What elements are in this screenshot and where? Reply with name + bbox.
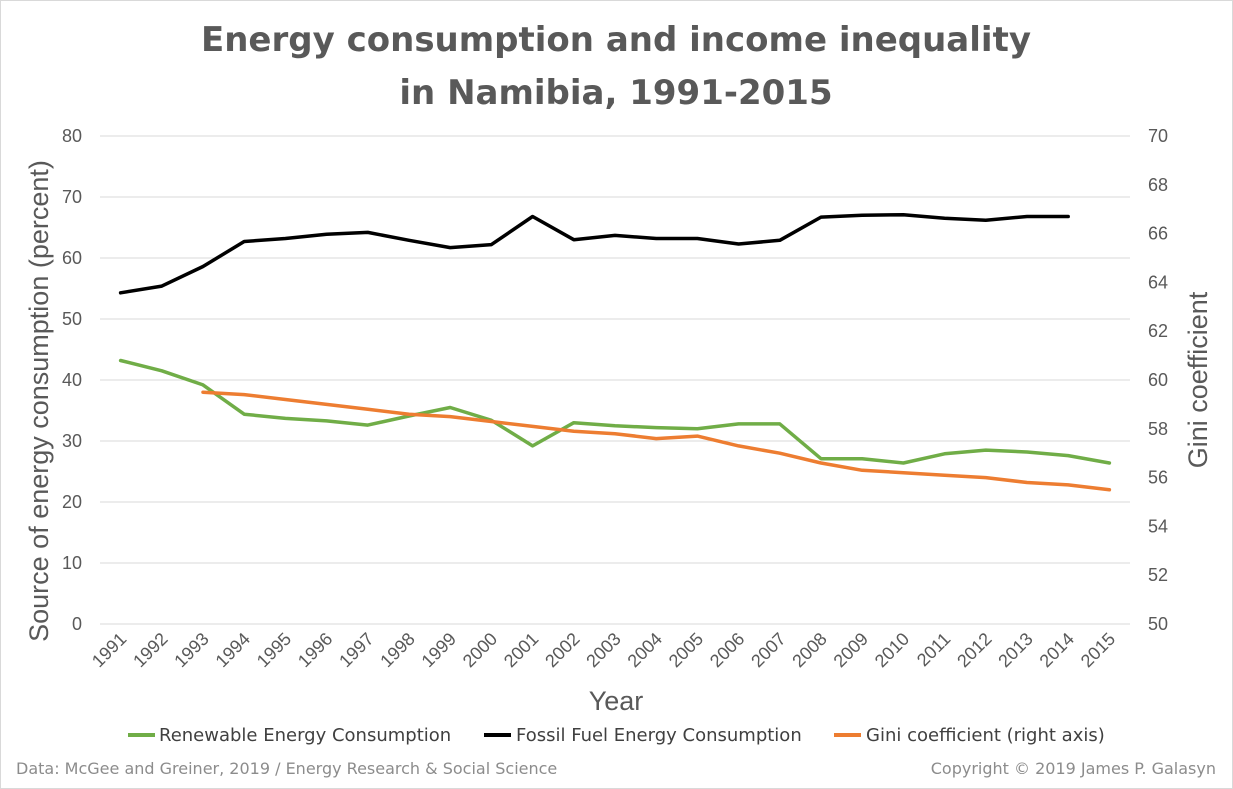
x-axis-label: Year bbox=[589, 686, 644, 716]
x-tick-label-2015: 2015 bbox=[1077, 629, 1119, 671]
y-tick-label-60: 60 bbox=[62, 248, 82, 268]
x-tick-label-2012: 2012 bbox=[953, 629, 995, 671]
x-tick-label-2011: 2011 bbox=[913, 629, 955, 671]
x-tick-label-2006: 2006 bbox=[706, 629, 748, 671]
y-axis-right-ticks: 50 52 54 56 58 60 62 64 66 68 70 bbox=[1148, 126, 1168, 634]
series-line-gini-coefficient-right-axis bbox=[201, 390, 1112, 492]
x-tick-label-2009: 2009 bbox=[830, 629, 872, 671]
y2-tick-label-64: 64 bbox=[1148, 272, 1168, 292]
y-tick-label-30: 30 bbox=[62, 431, 82, 451]
x-tick-label-1998: 1998 bbox=[376, 629, 418, 671]
y-tick-label-50: 50 bbox=[62, 309, 82, 329]
legend-label-fossil: Fossil Fuel Energy Consumption bbox=[516, 725, 802, 746]
legend-label-gini: Gini coefficient (right axis) bbox=[866, 725, 1105, 746]
x-tick-label-1994: 1994 bbox=[212, 629, 254, 671]
y2-tick-label-52: 52 bbox=[1148, 565, 1168, 585]
legend: Renewable Energy Consumption Fossil Fuel… bbox=[128, 725, 1105, 746]
x-tick-label-2010: 2010 bbox=[871, 629, 913, 671]
x-tick-label-2004: 2004 bbox=[624, 629, 666, 671]
series-line-fossil-fuel-energy-consumption bbox=[118, 212, 1070, 295]
x-tick-label-2002: 2002 bbox=[541, 629, 583, 671]
y2-tick-label-58: 58 bbox=[1148, 419, 1168, 439]
x-tick-label-2007: 2007 bbox=[747, 629, 789, 671]
legend-label-renewable: Renewable Energy Consumption bbox=[159, 725, 451, 746]
y2-tick-label-70: 70 bbox=[1148, 126, 1168, 146]
x-tick-label-1991: 1991 bbox=[88, 629, 130, 671]
x-tick-label-1997: 1997 bbox=[335, 629, 377, 671]
y-tick-label-0: 0 bbox=[72, 614, 82, 634]
x-tick-label-2014: 2014 bbox=[1036, 629, 1078, 671]
x-tick-label-1996: 1996 bbox=[294, 629, 336, 671]
x-axis-ticks: 1991199219931994199519961997199819992000… bbox=[88, 629, 1119, 671]
x-tick-label-2008: 2008 bbox=[788, 629, 830, 671]
data-source-note: Data: McGee and Greiner, 2019 / Energy R… bbox=[16, 759, 557, 778]
chart-title-line-1: Energy consumption and income inequality bbox=[201, 20, 1031, 60]
x-tick-label-2000: 2000 bbox=[459, 629, 501, 671]
series-lines bbox=[118, 212, 1112, 492]
chart-title-line-2: in Namibia, 1991-2015 bbox=[399, 73, 832, 113]
y-axis-left-label: Source of energy consumption (percent) bbox=[24, 160, 54, 642]
y-tick-label-40: 40 bbox=[62, 370, 82, 390]
series-line-renewable-energy-consumption bbox=[118, 358, 1112, 465]
x-tick-label-2003: 2003 bbox=[582, 629, 624, 671]
y2-tick-label-56: 56 bbox=[1148, 468, 1168, 488]
y-tick-label-70: 70 bbox=[62, 187, 82, 207]
y-tick-label-10: 10 bbox=[62, 553, 82, 573]
copyright-note: Copyright © 2019 James P. Galasyn bbox=[931, 759, 1216, 778]
y2-tick-label-68: 68 bbox=[1148, 175, 1168, 195]
y2-tick-label-66: 66 bbox=[1148, 224, 1168, 244]
x-tick-label-1993: 1993 bbox=[170, 629, 212, 671]
y2-tick-label-54: 54 bbox=[1148, 516, 1168, 536]
y-axis-left-ticks: 0 10 20 30 40 50 60 70 80 bbox=[62, 126, 82, 634]
y2-tick-label-62: 62 bbox=[1148, 321, 1168, 341]
x-tick-label-1999: 1999 bbox=[418, 629, 460, 671]
x-tick-label-1992: 1992 bbox=[129, 629, 171, 671]
y-axis-right-label: Gini coefficient bbox=[1183, 291, 1213, 468]
y2-tick-label-60: 60 bbox=[1148, 370, 1168, 390]
x-tick-label-2013: 2013 bbox=[994, 629, 1036, 671]
x-tick-label-1995: 1995 bbox=[253, 629, 295, 671]
y-tick-label-20: 20 bbox=[62, 492, 82, 512]
x-tick-label-2005: 2005 bbox=[665, 629, 707, 671]
x-tick-label-2001: 2001 bbox=[500, 629, 542, 671]
y2-tick-label-50: 50 bbox=[1148, 614, 1168, 634]
gridlines bbox=[100, 135, 1130, 625]
y-tick-label-80: 80 bbox=[62, 126, 82, 146]
